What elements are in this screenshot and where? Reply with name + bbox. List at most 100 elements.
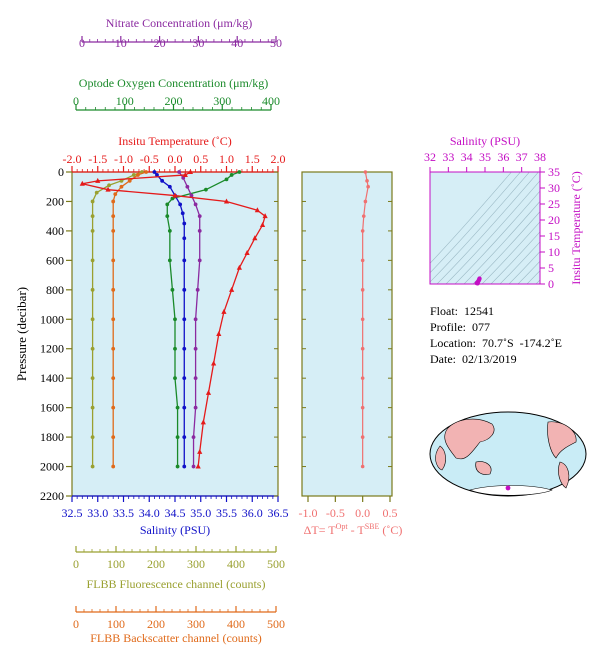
backscatter-axis-label: FLBB Backscatter channel (counts) (90, 631, 262, 645)
nitrate-data-point (195, 287, 200, 292)
oxygen-data-point (165, 214, 170, 219)
salinity-data-point (155, 173, 159, 177)
temperature-tick-label: -1.0 (114, 152, 133, 166)
backscatter-data-point (113, 192, 118, 196)
oxygen-data-point (175, 464, 180, 469)
salinity-data-point (167, 184, 172, 189)
nitrate-data-point (189, 193, 194, 198)
temperature-data-point (229, 286, 235, 292)
ts-isoline (472, 211, 540, 284)
ts-temperature-tick-label: 25 (548, 197, 560, 211)
delta-t-data-point (360, 288, 365, 292)
nitrate-data-point (177, 170, 182, 174)
ts-temperature-tick-label: 35 (548, 165, 560, 179)
oxygen-data-point (167, 258, 172, 263)
pressure-tick-label: 600 (46, 253, 64, 267)
map-landmass-australia (475, 461, 492, 475)
ts-temperature-tick-label: 0 (548, 277, 554, 291)
pressure-tick-label: 0 (58, 165, 64, 179)
nitrate-data-point (197, 258, 202, 263)
oxygen-data-point (173, 376, 177, 381)
delta-t-data-point (363, 199, 368, 204)
salinity-tick-label: 32.5 (62, 506, 83, 520)
temperature-data-point (172, 192, 178, 198)
temperature-tick-label: -2.0 (63, 152, 82, 166)
delta-t-tick-label: 0.0 (355, 506, 370, 520)
temperature-data-point (187, 169, 194, 174)
float-id-text: Float: 12541 (430, 304, 495, 318)
backscatter-tick-label: 0 (73, 617, 79, 631)
pressure-tick-label: 1200 (40, 342, 64, 356)
pressure-tick-label: 1000 (40, 312, 64, 326)
ts-isoline (454, 190, 540, 284)
salinity-axis-label: Salinity (PSU) (140, 523, 210, 537)
salinity-tick-label: 36.5 (268, 506, 289, 520)
temperature-data-point (259, 222, 266, 228)
ts-isoline (526, 270, 540, 284)
salinity-data-point (182, 317, 187, 322)
ts-isoline (430, 172, 512, 264)
temperature-data-point (211, 360, 217, 366)
salinity-tick-label: 33.0 (87, 506, 108, 520)
temperature-data-point (79, 180, 85, 186)
oxygen-data-point (173, 346, 177, 351)
pressure-tick-label: 2000 (40, 460, 64, 474)
world-map (429, 411, 587, 497)
salinity-data-point (160, 178, 165, 183)
date-text: Date: 02/13/2019 (430, 352, 517, 366)
salinity-data-point (182, 236, 187, 241)
ts-temperature-tick-label: 5 (548, 261, 554, 275)
salinity-tick-label: 34.0 (139, 506, 160, 520)
ts-plot-frame (429, 171, 541, 285)
temperature-data-point (252, 235, 258, 241)
backscatter-data-point (111, 214, 116, 219)
oxygen-axis-label: Optode Oxygen Concentration (μm/kg) (79, 76, 268, 90)
fluorescence-data-point (90, 199, 95, 204)
ts-salinity-tick-label: 32 (424, 150, 436, 164)
ts-isoline (481, 221, 540, 284)
backscatter-data-point (136, 173, 140, 177)
salinity-data-point (182, 287, 187, 292)
salinity-tick-label: 35.0 (190, 506, 211, 520)
map-float-location-marker (505, 485, 511, 491)
delta-t-data-point (360, 229, 365, 233)
delta-t-data-point (360, 464, 365, 469)
fluorescence-data-point (90, 346, 95, 351)
pressure-axis-label: Pressure (decibar) (14, 287, 29, 381)
fluorescence-data-point (90, 405, 95, 410)
delta-t-data-point (365, 179, 369, 183)
ts-data-point (477, 276, 482, 281)
pressure-tick-label: 1800 (40, 430, 64, 444)
fluorescence-data-point (90, 464, 95, 469)
delta-t-data-point (360, 435, 365, 439)
backscatter-tick-label: 400 (227, 617, 245, 631)
delta-t-data-point (361, 214, 366, 218)
map-landmass-antarctica (469, 485, 553, 496)
backscatter-data-point (111, 435, 116, 439)
oxygen-data-point (175, 435, 180, 439)
ts-data-point (475, 281, 480, 286)
oxygen-tick-label: 300 (213, 94, 231, 108)
salinity-tick-label: 36.0 (242, 506, 263, 520)
backscatter-tick-label: 100 (107, 617, 125, 631)
map-landmass-africa (435, 445, 446, 471)
pressure-tick-label: 2200 (40, 489, 64, 503)
fluorescence-data-point (90, 376, 95, 381)
temperature-tick-label: 0.0 (168, 152, 183, 166)
nitrate-tick-label: 10 (115, 36, 127, 50)
fluorescence-tick-label: 500 (267, 557, 285, 571)
salinity-data-point (182, 258, 187, 263)
salinity-data-point (178, 202, 183, 207)
temperature-data-point (95, 177, 101, 183)
ts-salinity-tick-label: 36 (497, 150, 509, 164)
salinity-data-point (182, 346, 187, 351)
delta-t-data-point (360, 317, 365, 322)
temperature-tick-label: 1.0 (219, 152, 234, 166)
nitrate-data-point (193, 346, 198, 351)
fluorescence-data-point (90, 258, 95, 263)
map-landmass-asia (444, 418, 495, 460)
ts-temperature-axis-label: Insitu Temperature (˚C) (569, 171, 583, 285)
oxygen-data-point (224, 177, 229, 182)
